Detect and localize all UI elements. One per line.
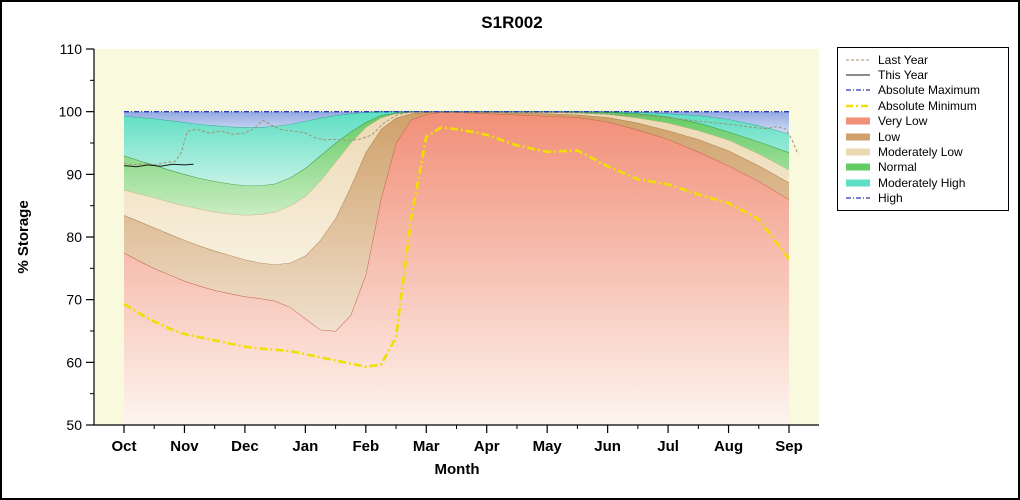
line-last-year <box>123 111 799 166</box>
line-absolute-minimum <box>123 126 791 368</box>
x-tick-label: Jan <box>292 438 318 455</box>
legend-label: Normal <box>878 160 917 175</box>
x-tick-label: Aug <box>714 438 743 455</box>
band-low <box>124 111 789 331</box>
lines-layer <box>123 111 799 368</box>
legend-label: Moderately Low <box>878 145 963 160</box>
legend-item-absolute-maximum: Absolute Maximum <box>844 83 1002 98</box>
y-tick-label: 110 <box>60 41 83 57</box>
legend-item-moderately-high: Moderately High <box>844 175 1002 190</box>
x-tick-label: Feb <box>352 438 379 455</box>
legend-swatch-last-year <box>846 59 870 61</box>
legend-item-low: Low <box>844 129 1002 144</box>
x-tick-label: Nov <box>170 438 199 455</box>
legend-label: Absolute Minimum <box>878 98 977 113</box>
line-this-year <box>123 163 194 168</box>
y-tick-label: 100 <box>59 104 83 120</box>
legend-label: This Year <box>878 68 929 83</box>
y-tick-label: 60 <box>66 354 82 370</box>
legend-label: High <box>878 191 903 206</box>
y-tick-label: 70 <box>66 292 82 308</box>
band-normal <box>124 111 789 216</box>
x-tick-label: Sep <box>775 438 803 455</box>
y-tick-label: 80 <box>66 229 82 245</box>
axes-layer: 50 60 70 80 90 100 110 Oct Nov Dec Jan Feb Mar Apr May… <box>59 41 819 455</box>
legend-item-this-year: This Year <box>844 67 1002 82</box>
bands-layer <box>123 111 790 426</box>
x-tick-label: Jun <box>594 438 621 455</box>
band-very-low <box>124 112 789 426</box>
legend-swatch-very-low <box>846 117 870 125</box>
band-moderately-low <box>124 111 789 265</box>
legend-label: Last Year <box>878 52 929 67</box>
legend-swatch-moderately-high <box>846 179 870 187</box>
x-tick-label: Mar <box>413 438 440 455</box>
legend-label: Low <box>878 129 901 144</box>
legend-box: Last Year This Year Absolute Maximum Absolu… <box>837 47 1009 211</box>
legend-item-last-year: Last Year <box>844 52 1002 67</box>
legend-item-absolute-minimum: Absolute Minimum <box>844 98 1002 113</box>
x-tick-label: Dec <box>231 438 259 455</box>
legend-swatch-low <box>846 133 870 141</box>
y-tick-label: 90 <box>66 166 82 182</box>
legend-swatch-this-year <box>846 74 870 76</box>
legend-label: Absolute Maximum <box>878 83 981 98</box>
x-tick-label: Oct <box>111 438 136 455</box>
band-high <box>124 111 789 134</box>
legend-swatch-absolute-maximum <box>846 89 870 92</box>
legend-swatch-high <box>846 197 870 199</box>
legend-item-high: High <box>844 191 1002 206</box>
legend-swatch-normal <box>846 163 870 171</box>
legend-label: Very Low <box>878 114 928 129</box>
legend-swatch-absolute-minimum <box>846 104 870 108</box>
legend-item-normal: Normal <box>844 160 1002 175</box>
x-tick-label: Jul <box>657 438 679 455</box>
legend-item-moderately-low: Moderately Low <box>844 144 1002 159</box>
y-axis-title: % Storage <box>15 200 32 273</box>
x-tick-label: May <box>533 438 563 455</box>
x-tick-label: Apr <box>474 438 500 455</box>
legend-label: Moderately High <box>878 175 966 190</box>
legend-item-very-low: Very Low <box>844 114 1002 129</box>
x-axis-title: Month <box>435 461 480 478</box>
chart-title: S1R002 <box>481 13 542 32</box>
legend-swatch-moderately-low <box>846 148 870 156</box>
band-moderately-high <box>124 111 789 186</box>
y-tick-label: 50 <box>66 417 82 433</box>
